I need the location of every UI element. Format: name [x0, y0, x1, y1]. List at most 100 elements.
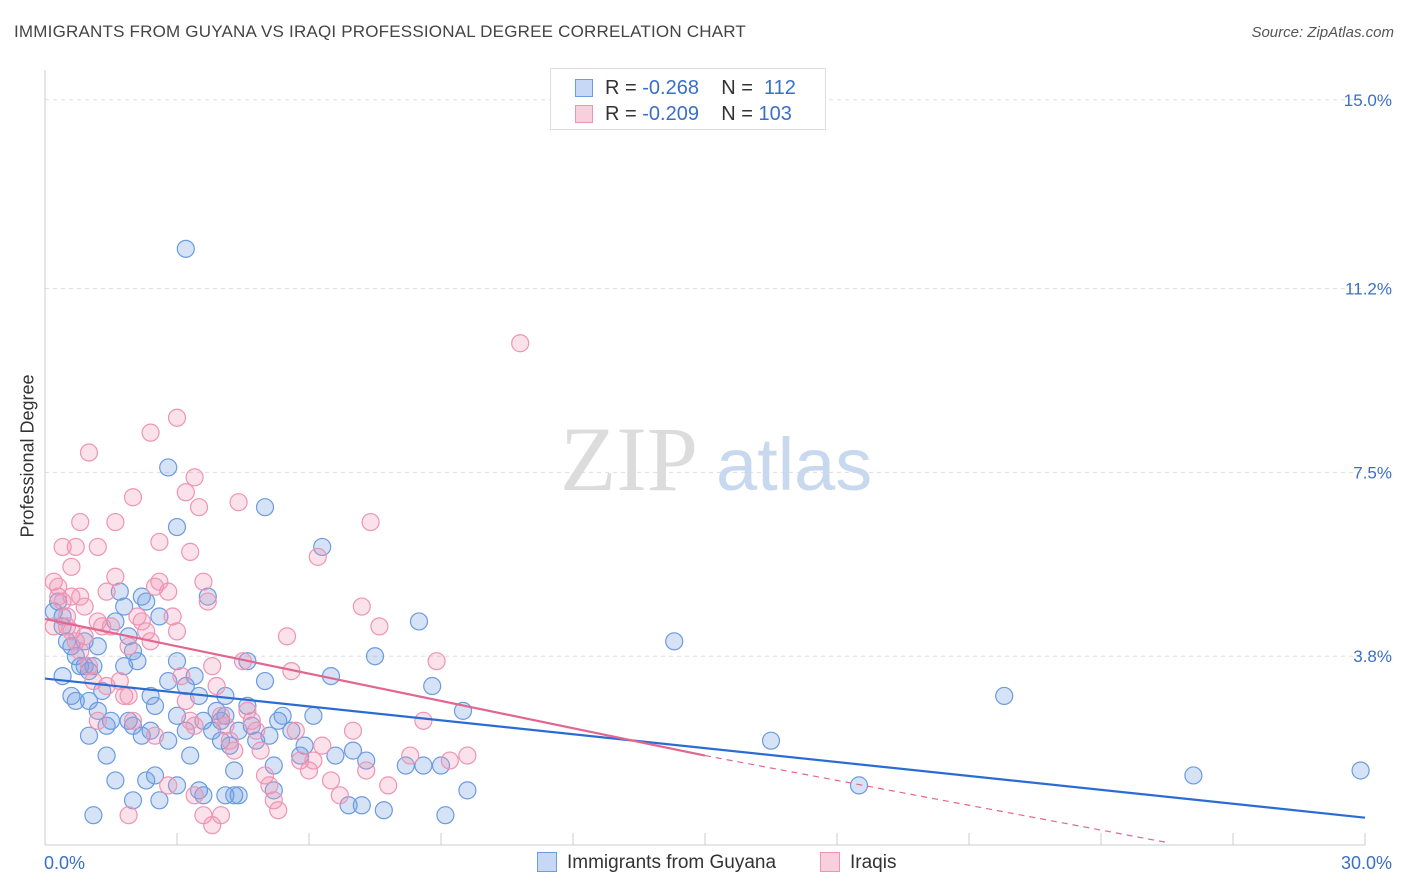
data-point-iraqis [427, 652, 446, 671]
data-point-iraqis [79, 443, 99, 462]
data-point-guyana [110, 582, 129, 601]
data-point-iraqis [211, 706, 231, 725]
y-tick-label: 15.0% [1344, 91, 1392, 110]
data-point-iraqis [62, 587, 81, 606]
data-point-guyana [414, 756, 433, 775]
data-point-guyana [229, 786, 248, 805]
data-point-iraqis [198, 592, 217, 611]
data-point-guyana [88, 637, 107, 656]
legend-swatch-blue [575, 79, 593, 97]
x-tick-label: 0.0% [44, 853, 85, 873]
data-point-iraqis [123, 711, 143, 730]
data-point-guyana [255, 671, 275, 691]
data-point-guyana [238, 696, 257, 715]
x-tick-label: 30.0% [1341, 853, 1392, 873]
data-point-guyana [159, 458, 178, 477]
data-point-iraqis [220, 731, 239, 750]
data-point-iraqis [75, 597, 94, 616]
data-point-guyana [431, 756, 451, 775]
legend-n-label: N = [721, 77, 753, 99]
data-point-iraqis [49, 577, 68, 596]
data-point-guyana [123, 791, 143, 810]
data-point-iraqis [106, 567, 125, 586]
data-point-guyana [225, 786, 244, 805]
data-point-iraqis [247, 721, 266, 740]
data-point-iraqis [66, 537, 85, 557]
legend-n-label: N = [721, 103, 753, 125]
data-point-guyana [423, 676, 442, 696]
data-point-guyana [995, 686, 1014, 706]
legend-label-iraqis: Iraqis [850, 852, 897, 873]
data-point-iraqis [203, 657, 222, 676]
data-point-guyana [137, 771, 156, 790]
data-point-iraqis [313, 736, 332, 755]
data-point-iraqis [343, 721, 363, 740]
data-point-guyana [665, 632, 684, 651]
data-point-iraqis [88, 537, 107, 557]
grid-lines [45, 99, 1365, 657]
data-point-iraqis [207, 676, 226, 696]
data-point-guyana [150, 791, 169, 810]
data-point-iraqis [132, 612, 151, 631]
correlation-legend: R = -0.268 N = 112 R = -0.209 N = 103 [550, 68, 826, 130]
data-point-iraqis [361, 512, 380, 532]
data-point-iraqis [119, 637, 138, 656]
legend-swatch-pink [575, 105, 593, 123]
data-point-iraqis [330, 786, 349, 805]
data-point-iraqis [88, 711, 107, 730]
data-point-iraqis [53, 537, 72, 557]
data-point-guyana [88, 701, 107, 720]
data-point-guyana [295, 736, 314, 755]
data-point-guyana [115, 657, 134, 676]
data-point-guyana [145, 766, 165, 785]
data-point-guyana [282, 721, 301, 740]
data-point-guyana [1184, 766, 1203, 785]
y-tick-label: 7.5% [1353, 463, 1392, 482]
watermark-atlas: atlas [716, 423, 872, 506]
legend-row-iraqis: R = -0.209 N = 103 [575, 103, 792, 127]
data-point-iraqis [141, 423, 160, 442]
data-point-iraqis [203, 816, 222, 835]
legend-label-guyana: Immigrants from Guyana [567, 852, 777, 873]
data-point-guyana [273, 706, 292, 725]
data-point-guyana [84, 806, 103, 825]
data-point-iraqis [79, 657, 99, 676]
legend-r-label: R = [605, 77, 637, 99]
data-point-guyana [167, 652, 187, 671]
axes [44, 70, 1366, 846]
legend-row-guyana: R = -0.268 N = 112 [575, 77, 796, 101]
trend-line-iraqis [44, 617, 706, 757]
legend-swatch-blue [537, 852, 557, 872]
data-point-iraqis [304, 751, 323, 770]
data-point-iraqis [414, 711, 433, 730]
watermark-zip: ZIP [560, 408, 698, 510]
data-point-guyana [304, 706, 323, 725]
data-point-guyana [313, 537, 332, 557]
legend-n-value: 112 [764, 77, 796, 99]
data-point-iraqis [260, 776, 279, 795]
data-point-iraqis [185, 468, 204, 487]
legend-r-value: -0.268 [642, 77, 699, 99]
y-tick-label: 3.8% [1353, 647, 1392, 666]
data-point-guyana [106, 771, 125, 790]
data-point-guyana [225, 761, 244, 780]
data-point-guyana [97, 716, 116, 735]
data-point-iraqis [458, 746, 477, 765]
data-points [44, 239, 1370, 835]
data-point-iraqis [189, 498, 209, 517]
data-point-iraqis [370, 617, 389, 636]
data-point-iraqis [75, 627, 94, 646]
data-point-iraqis [321, 771, 341, 790]
data-point-iraqis [264, 791, 283, 810]
data-point-iraqis [352, 597, 371, 616]
data-point-guyana [1351, 761, 1370, 780]
data-point-guyana [761, 731, 781, 750]
data-point-guyana [343, 741, 363, 760]
data-point-guyana [132, 726, 151, 745]
data-point-iraqis [185, 786, 204, 805]
legend-swatch-pink [820, 852, 840, 872]
data-point-iraqis [145, 726, 165, 745]
data-point-guyana [255, 498, 275, 517]
data-point-iraqis [225, 741, 244, 760]
trend-lines [44, 617, 1366, 844]
